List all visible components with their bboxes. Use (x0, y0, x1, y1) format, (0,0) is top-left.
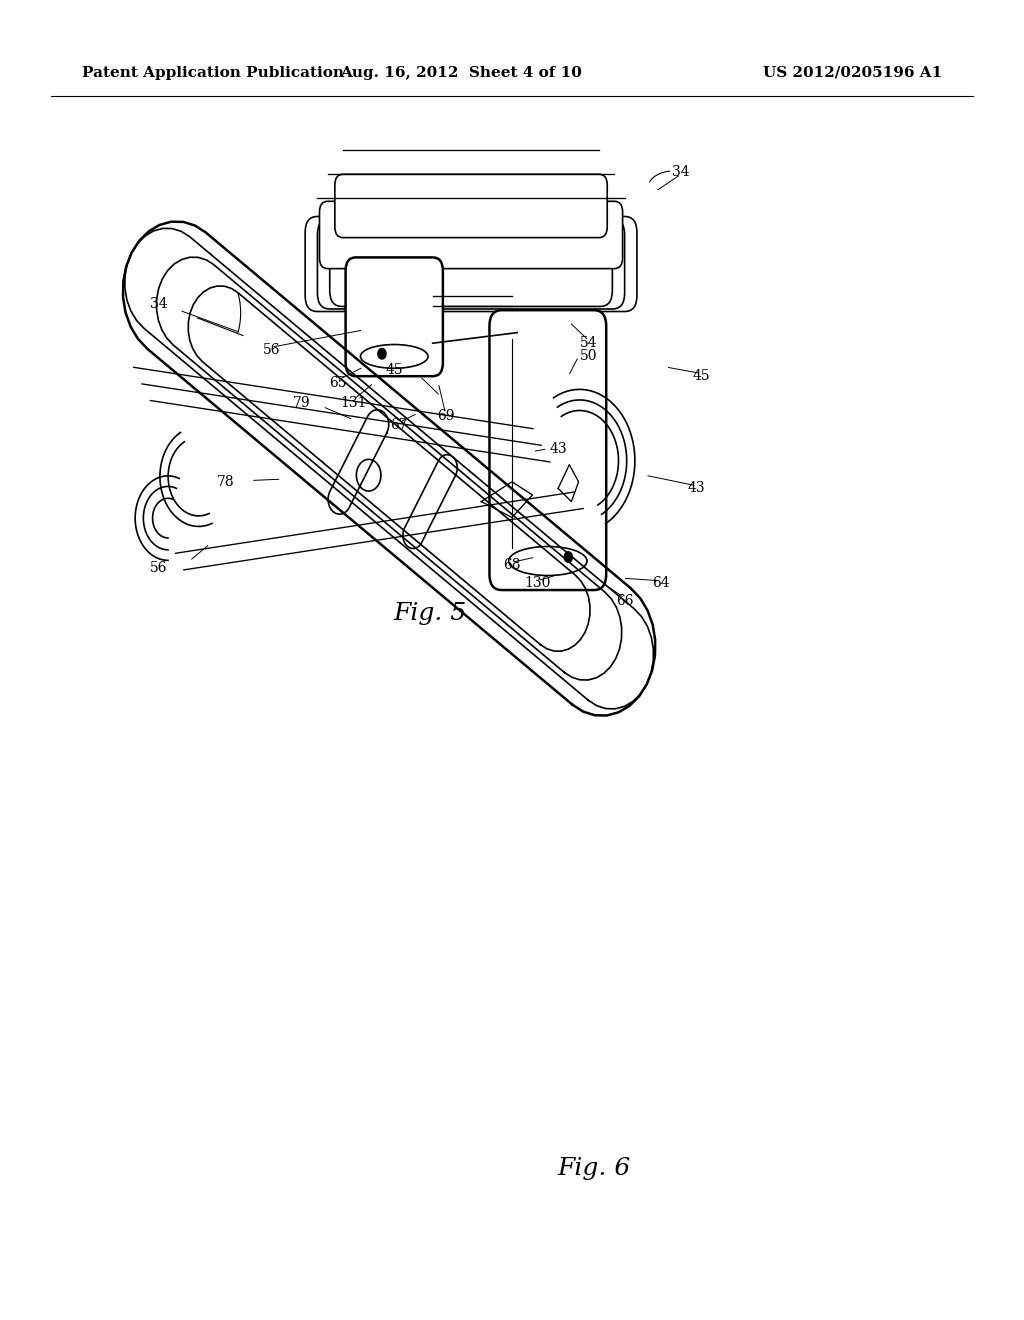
FancyBboxPatch shape (335, 174, 607, 238)
Text: 50: 50 (580, 350, 598, 363)
Text: Fig. 6: Fig. 6 (557, 1156, 631, 1180)
Text: 45: 45 (692, 370, 711, 383)
Text: 130: 130 (524, 577, 551, 590)
Text: 56: 56 (262, 343, 281, 356)
FancyBboxPatch shape (319, 201, 623, 268)
Text: Patent Application Publication: Patent Application Publication (82, 66, 344, 79)
Text: Fig. 5: Fig. 5 (393, 602, 467, 626)
Text: 34: 34 (672, 165, 690, 178)
Text: 79: 79 (293, 396, 311, 409)
FancyBboxPatch shape (317, 219, 625, 309)
FancyBboxPatch shape (489, 310, 606, 590)
Ellipse shape (509, 546, 587, 576)
Text: 78: 78 (216, 475, 234, 488)
Text: 68: 68 (503, 558, 521, 572)
Text: 65: 65 (329, 376, 347, 389)
FancyBboxPatch shape (305, 216, 637, 312)
Text: 34: 34 (150, 297, 168, 310)
Text: 54: 54 (580, 337, 598, 350)
Text: 66: 66 (615, 594, 634, 607)
FancyBboxPatch shape (346, 257, 442, 376)
Text: 43: 43 (549, 442, 567, 455)
Text: 131: 131 (340, 396, 367, 409)
Text: 64: 64 (651, 577, 670, 590)
Text: 69: 69 (436, 409, 455, 422)
Text: 67: 67 (390, 418, 409, 432)
Text: 45: 45 (385, 363, 403, 376)
Text: US 2012/0205196 A1: US 2012/0205196 A1 (763, 66, 942, 79)
Ellipse shape (360, 345, 428, 368)
Text: 43: 43 (687, 482, 706, 495)
Text: 56: 56 (150, 561, 168, 574)
Text: Aug. 16, 2012  Sheet 4 of 10: Aug. 16, 2012 Sheet 4 of 10 (340, 66, 582, 79)
Circle shape (564, 552, 572, 562)
FancyBboxPatch shape (330, 222, 612, 306)
Circle shape (378, 348, 386, 359)
